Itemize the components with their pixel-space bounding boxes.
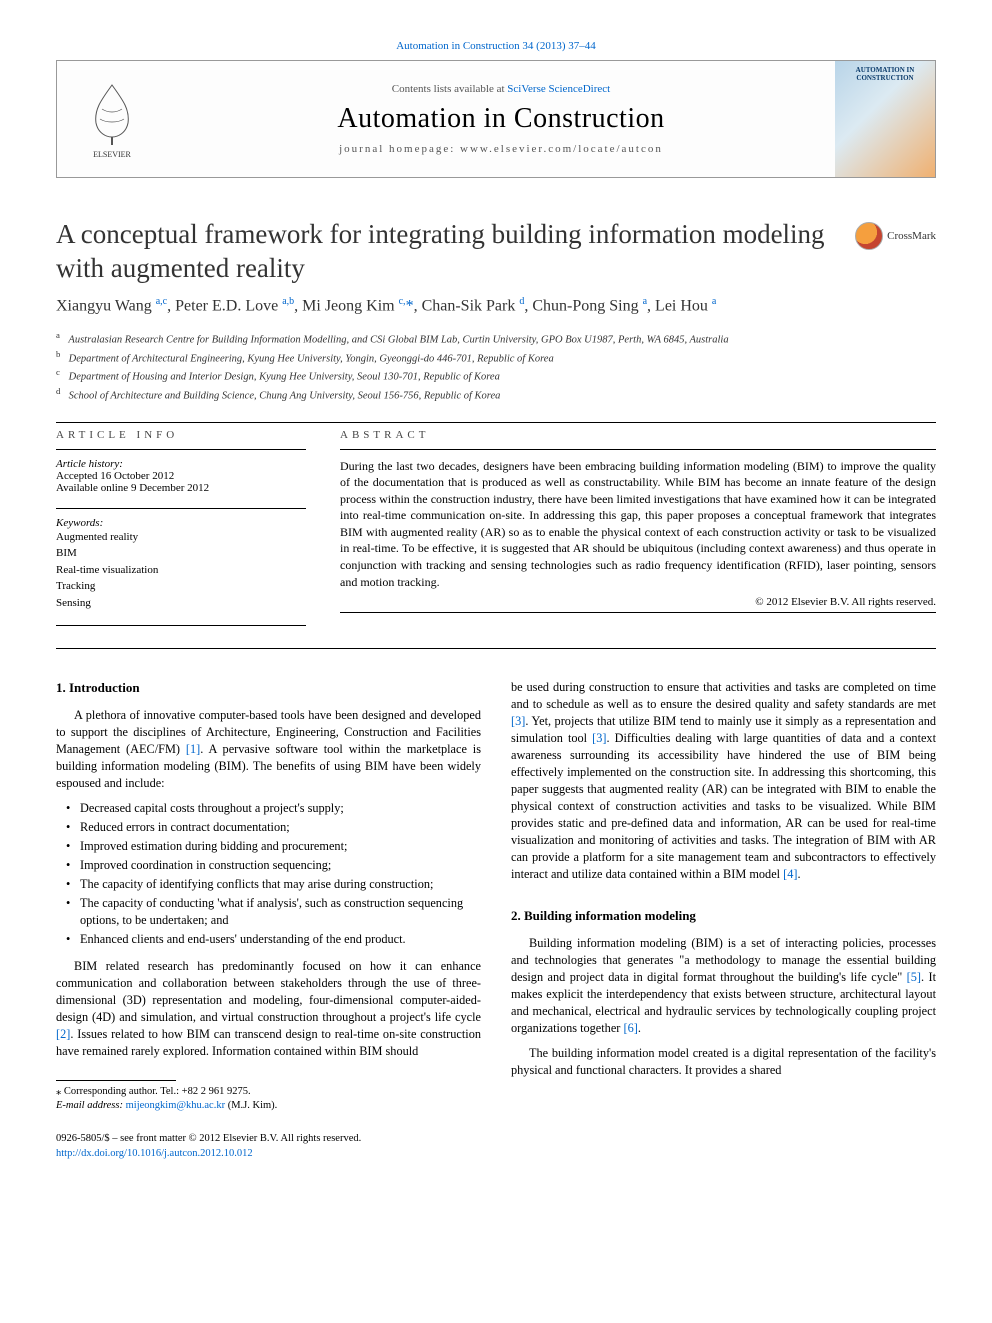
footnote-sep: [56, 1080, 176, 1081]
sec1-para2: BIM related research has predominantly f…: [56, 958, 481, 1060]
abstract-copyright: © 2012 Elsevier B.V. All rights reserved…: [340, 596, 936, 608]
sec1-p2b-text: . Issues related to how BIM can transcen…: [56, 1027, 481, 1058]
keyword: Augmented reality: [56, 529, 306, 546]
sec2-p1c: .: [638, 1021, 641, 1035]
affiliation-b: b Department of Architectural Engineerin…: [56, 348, 936, 367]
email-line: E-mail address: mijeongkim@khu.ac.kr (M.…: [56, 1099, 481, 1114]
contents-prefix: Contents lists available at: [392, 83, 507, 95]
sec2-para1: Building information modeling (BIM) is a…: [511, 935, 936, 1037]
sec2-p1a: Building information modeling (BIM) is a…: [511, 936, 936, 984]
paper-title: A conceptual framework for integrating b…: [56, 218, 843, 286]
affiliation-d: d School of Architecture and Building Sc…: [56, 385, 936, 404]
article-info-rule: [56, 449, 306, 450]
affiliation-c: c Department of Housing and Interior Des…: [56, 366, 936, 385]
body-top-rule: [56, 648, 936, 649]
email-who: (M.J. Kim).: [225, 1100, 277, 1111]
email-link[interactable]: mijeongkim@khu.ac.kr: [126, 1100, 225, 1111]
authors-line: Xiangyu Wang a,c, Peter E.D. Love a,b, M…: [56, 296, 936, 315]
keywords-rule: [56, 508, 306, 509]
list-item: Improved estimation during bidding and p…: [70, 838, 481, 855]
ref-3b[interactable]: [3]: [592, 731, 606, 745]
frontmatter-line: 0926-5805/$ – see front matter © 2012 El…: [56, 1132, 481, 1147]
affiliation-a: a Australasian Research Centre for Build…: [56, 329, 936, 348]
email-label: E-mail address:: [56, 1100, 126, 1111]
list-item: The capacity of identifying conflicts th…: [70, 876, 481, 893]
ref-6[interactable]: [6]: [623, 1021, 637, 1035]
journal-cover-thumb: AUTOMATION IN CONSTRUCTION: [835, 61, 935, 177]
list-item: Enhanced clients and end-users' understa…: [70, 931, 481, 948]
keyword: Tracking: [56, 578, 306, 595]
ref-4[interactable]: [4]: [783, 867, 797, 881]
list-item: Decreased capital costs throughout a pro…: [70, 800, 481, 817]
ref-5[interactable]: [5]: [907, 970, 921, 984]
ref-2[interactable]: [2]: [56, 1027, 70, 1041]
section-1-title: 1. Introduction: [56, 679, 481, 697]
publication-info: 0926-5805/$ – see front matter © 2012 El…: [56, 1132, 481, 1161]
section-2-title: 2. Building information modeling: [511, 907, 936, 925]
info-top-rule: [56, 422, 936, 423]
ref-3a[interactable]: [3]: [511, 714, 525, 728]
list-item: Improved coordination in construction se…: [70, 857, 481, 874]
publisher-logo: ELSEVIER: [57, 61, 167, 177]
abstract-header: ABSTRACT: [340, 429, 936, 441]
corresponding-author: ⁎ Corresponding author. Tel.: +82 2 961 …: [56, 1085, 481, 1100]
keyword: BIM: [56, 545, 306, 562]
abstract-top-rule: [340, 449, 936, 450]
keywords-label: Keywords:: [56, 517, 306, 529]
benefits-list: Decreased capital costs throughout a pro…: [56, 800, 481, 948]
cover-title-text: AUTOMATION IN CONSTRUCTION: [835, 61, 935, 82]
doi-link[interactable]: http://dx.doi.org/10.1016/j.autcon.2012.…: [56, 1148, 253, 1159]
elsevier-tree-icon: ELSEVIER: [82, 79, 142, 159]
affiliations: a Australasian Research Centre for Build…: [56, 329, 936, 404]
article-accepted: Accepted 16 October 2012: [56, 470, 306, 482]
sec1-p2a-text: BIM related research has predominantly f…: [56, 959, 481, 1024]
crossmark-icon: [855, 222, 883, 250]
article-history-label: Article history:: [56, 458, 306, 470]
article-info-col: ARTICLE INFO Article history: Accepted 1…: [56, 429, 306, 635]
sec1-para1: A plethora of innovative computer-based …: [56, 707, 481, 792]
masthead: ELSEVIER Contents lists available at Sci…: [56, 60, 936, 178]
footnotes: ⁎ Corresponding author. Tel.: +82 2 961 …: [56, 1085, 481, 1114]
article-online: Available online 9 December 2012: [56, 482, 306, 494]
top-citation: Automation in Construction 34 (2013) 37–…: [56, 40, 936, 52]
list-item: Reduced errors in contract documentation…: [70, 819, 481, 836]
journal-homepage: journal homepage: www.elsevier.com/locat…: [339, 143, 663, 155]
top-citation-link[interactable]: Automation in Construction 34 (2013) 37–…: [396, 40, 596, 52]
col2-p1c: . Difficulties dealing with large quanti…: [511, 731, 936, 881]
abstract-col: ABSTRACT During the last two decades, de…: [340, 429, 936, 635]
crossmark-badge[interactable]: CrossMark: [855, 222, 936, 250]
keywords-bottom-rule: [56, 625, 306, 626]
abstract-bottom-rule: [340, 612, 936, 613]
crossmark-label: CrossMark: [887, 230, 936, 242]
keyword: Sensing: [56, 595, 306, 612]
journal-name: Automation in Construction: [337, 103, 664, 135]
sciencedirect-link[interactable]: SciVerse ScienceDirect: [507, 83, 610, 95]
keyword: Real-time visualization: [56, 562, 306, 579]
col2-para1: be used during construction to ensure th…: [511, 679, 936, 883]
sec2-para2: The building information model created i…: [511, 1045, 936, 1079]
publisher-logo-text: ELSEVIER: [93, 150, 131, 159]
col2-p1d: .: [798, 867, 801, 881]
list-item: The capacity of conducting 'what if anal…: [70, 895, 481, 929]
abstract-text: During the last two decades, designers h…: [340, 458, 936, 590]
contents-available-line: Contents lists available at SciVerse Sci…: [392, 83, 610, 95]
article-info-header: ARTICLE INFO: [56, 429, 306, 441]
body-columns: 1. Introduction A plethora of innovative…: [56, 679, 936, 1161]
keywords-list: Augmented realityBIMReal-time visualizat…: [56, 529, 306, 612]
col2-p1a: be used during construction to ensure th…: [511, 680, 936, 711]
ref-1[interactable]: [1]: [186, 742, 200, 756]
